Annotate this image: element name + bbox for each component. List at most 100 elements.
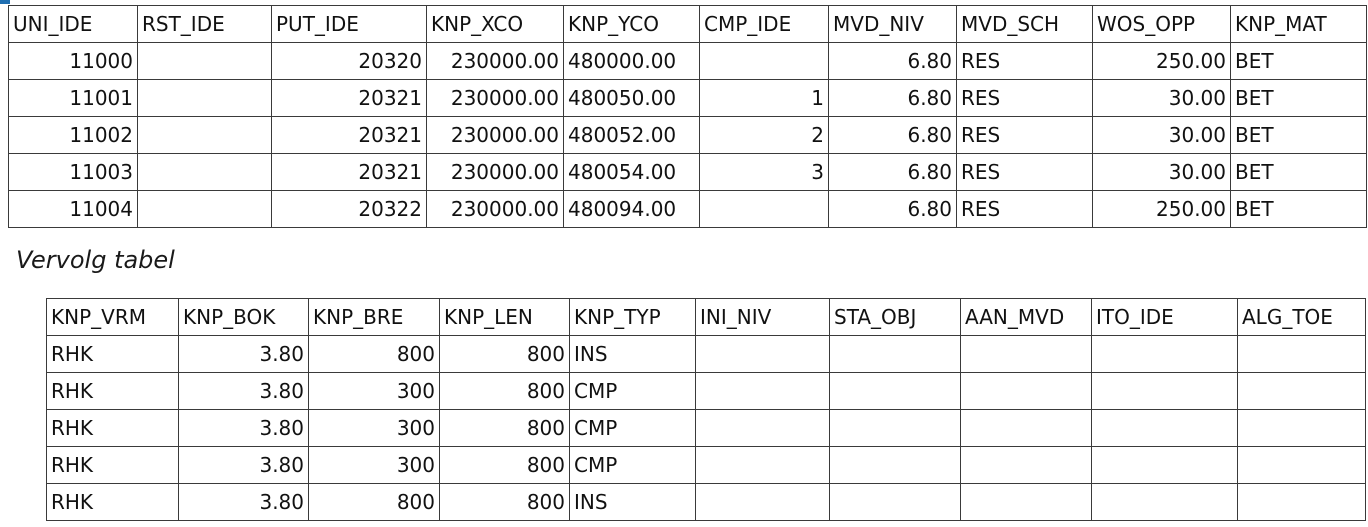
table-row: RHK 3.80 300 800 CMP xyxy=(46,446,1366,484)
table-cell xyxy=(1237,483,1366,521)
table-cell: 800 xyxy=(439,446,570,484)
table-cell: BET xyxy=(1230,190,1367,228)
column-header: RST_IDE xyxy=(137,5,272,43)
table-cell: 2 xyxy=(699,116,829,154)
column-header: ALG_TOE xyxy=(1237,298,1366,336)
table-cell xyxy=(695,409,830,447)
table-row: RHK 3.80 300 800 CMP xyxy=(46,372,1366,410)
table-cell xyxy=(1237,335,1366,373)
table-cell: 11003 xyxy=(8,153,138,191)
column-header: KNP_VRM xyxy=(46,298,179,336)
column-header: ITO_IDE xyxy=(1091,298,1238,336)
column-header: KNP_BOK xyxy=(178,298,309,336)
table-row: 11004 20322 230000.00 480094.00 6.80 RES… xyxy=(8,190,1367,228)
table-row: RHK 3.80 300 800 CMP xyxy=(46,409,1366,447)
table-cell xyxy=(1237,409,1366,447)
column-header: KNP_LEN xyxy=(439,298,570,336)
table-cell: BET xyxy=(1230,42,1367,80)
table-cell xyxy=(1091,372,1238,410)
table-cell xyxy=(829,483,961,521)
table-cell: 3.80 xyxy=(178,335,309,373)
table-cell: 3.80 xyxy=(178,446,309,484)
table-cell: 230000.00 xyxy=(426,42,564,80)
table-row: RHK 3.80 800 800 INS xyxy=(46,483,1366,521)
table-cell: INS xyxy=(569,483,696,521)
column-header: KNP_TYP xyxy=(569,298,696,336)
column-header: WOS_OPP xyxy=(1092,5,1231,43)
table-cell xyxy=(960,335,1092,373)
table-cell: 6.80 xyxy=(828,153,957,191)
table-row: 11000 20320 230000.00 480000.00 6.80 RES… xyxy=(8,42,1367,80)
table-cell: RES xyxy=(956,116,1093,154)
table-cell xyxy=(1237,446,1366,484)
table-cell: RHK xyxy=(46,483,179,521)
table-cell: CMP xyxy=(569,372,696,410)
table-cell xyxy=(699,190,829,228)
table-cell: 250.00 xyxy=(1092,42,1231,80)
table-cell xyxy=(829,335,961,373)
table-cell: 800 xyxy=(439,335,570,373)
table-cell xyxy=(137,116,272,154)
table-cell: 20321 xyxy=(271,116,427,154)
table-cell: 6.80 xyxy=(828,116,957,154)
table-cell xyxy=(137,153,272,191)
table-cell: CMP xyxy=(569,446,696,484)
table-cell: RHK xyxy=(46,409,179,447)
table-cell: 20321 xyxy=(271,153,427,191)
table-header-row: UNI_IDE RST_IDE PUT_IDE KNP_XCO KNP_YCO … xyxy=(8,5,1367,43)
column-header: MVD_SCH xyxy=(956,5,1093,43)
table-cell: 30.00 xyxy=(1092,79,1231,117)
table-cell: BET xyxy=(1230,79,1367,117)
table-cell: 480000.00 xyxy=(563,42,700,80)
table-cell: 3.80 xyxy=(178,409,309,447)
table-cell: 20320 xyxy=(271,42,427,80)
table-cell: BET xyxy=(1230,153,1367,191)
column-header: CMP_IDE xyxy=(699,5,829,43)
table-row: RHK 3.80 800 800 INS xyxy=(46,335,1366,373)
table-cell: CMP xyxy=(569,409,696,447)
table-cell: 230000.00 xyxy=(426,153,564,191)
table-cell xyxy=(1091,483,1238,521)
table-cell: INS xyxy=(569,335,696,373)
table-cell: 11001 xyxy=(8,79,138,117)
data-table-continuation: KNP_VRM KNP_BOK KNP_BRE KNP_LEN KNP_TYP … xyxy=(46,298,1366,521)
table-cell xyxy=(1091,409,1238,447)
table-cell: 3.80 xyxy=(178,483,309,521)
column-header: INI_NIV xyxy=(695,298,830,336)
table-row: 11002 20321 230000.00 480052.00 2 6.80 R… xyxy=(8,116,1367,154)
table-cell: 230000.00 xyxy=(426,79,564,117)
table-cell: RHK xyxy=(46,372,179,410)
table-cell: 20322 xyxy=(271,190,427,228)
table-cell: RES xyxy=(956,42,1093,80)
table-cell xyxy=(829,372,961,410)
table-cell: 800 xyxy=(439,483,570,521)
table-cell: 3 xyxy=(699,153,829,191)
table-cell: 6.80 xyxy=(828,190,957,228)
heading-fragment xyxy=(0,0,10,4)
table-cell: BET xyxy=(1230,116,1367,154)
table-cell: 11000 xyxy=(8,42,138,80)
column-header: STA_OBJ xyxy=(829,298,961,336)
table-caption: Vervolg tabel xyxy=(16,246,175,274)
table-cell: RHK xyxy=(46,335,179,373)
table-cell xyxy=(829,409,961,447)
table-cell: 800 xyxy=(439,372,570,410)
table-cell xyxy=(1091,446,1238,484)
column-header: UNI_IDE xyxy=(8,5,138,43)
table-cell: 800 xyxy=(308,335,440,373)
table-cell: 6.80 xyxy=(828,79,957,117)
table-cell xyxy=(829,446,961,484)
table-cell xyxy=(1091,335,1238,373)
table-cell: 11002 xyxy=(8,116,138,154)
column-header: AAN_MVD xyxy=(960,298,1092,336)
table-row: 11001 20321 230000.00 480050.00 1 6.80 R… xyxy=(8,79,1367,117)
table-cell: 20321 xyxy=(271,79,427,117)
table-cell: 480050.00 xyxy=(563,79,700,117)
table-cell: 250.00 xyxy=(1092,190,1231,228)
table-cell: 300 xyxy=(308,446,440,484)
table-cell xyxy=(699,42,829,80)
column-header: KNP_BRE xyxy=(308,298,440,336)
table-cell: 800 xyxy=(308,483,440,521)
table-cell: 11004 xyxy=(8,190,138,228)
column-header: KNP_YCO xyxy=(563,5,700,43)
